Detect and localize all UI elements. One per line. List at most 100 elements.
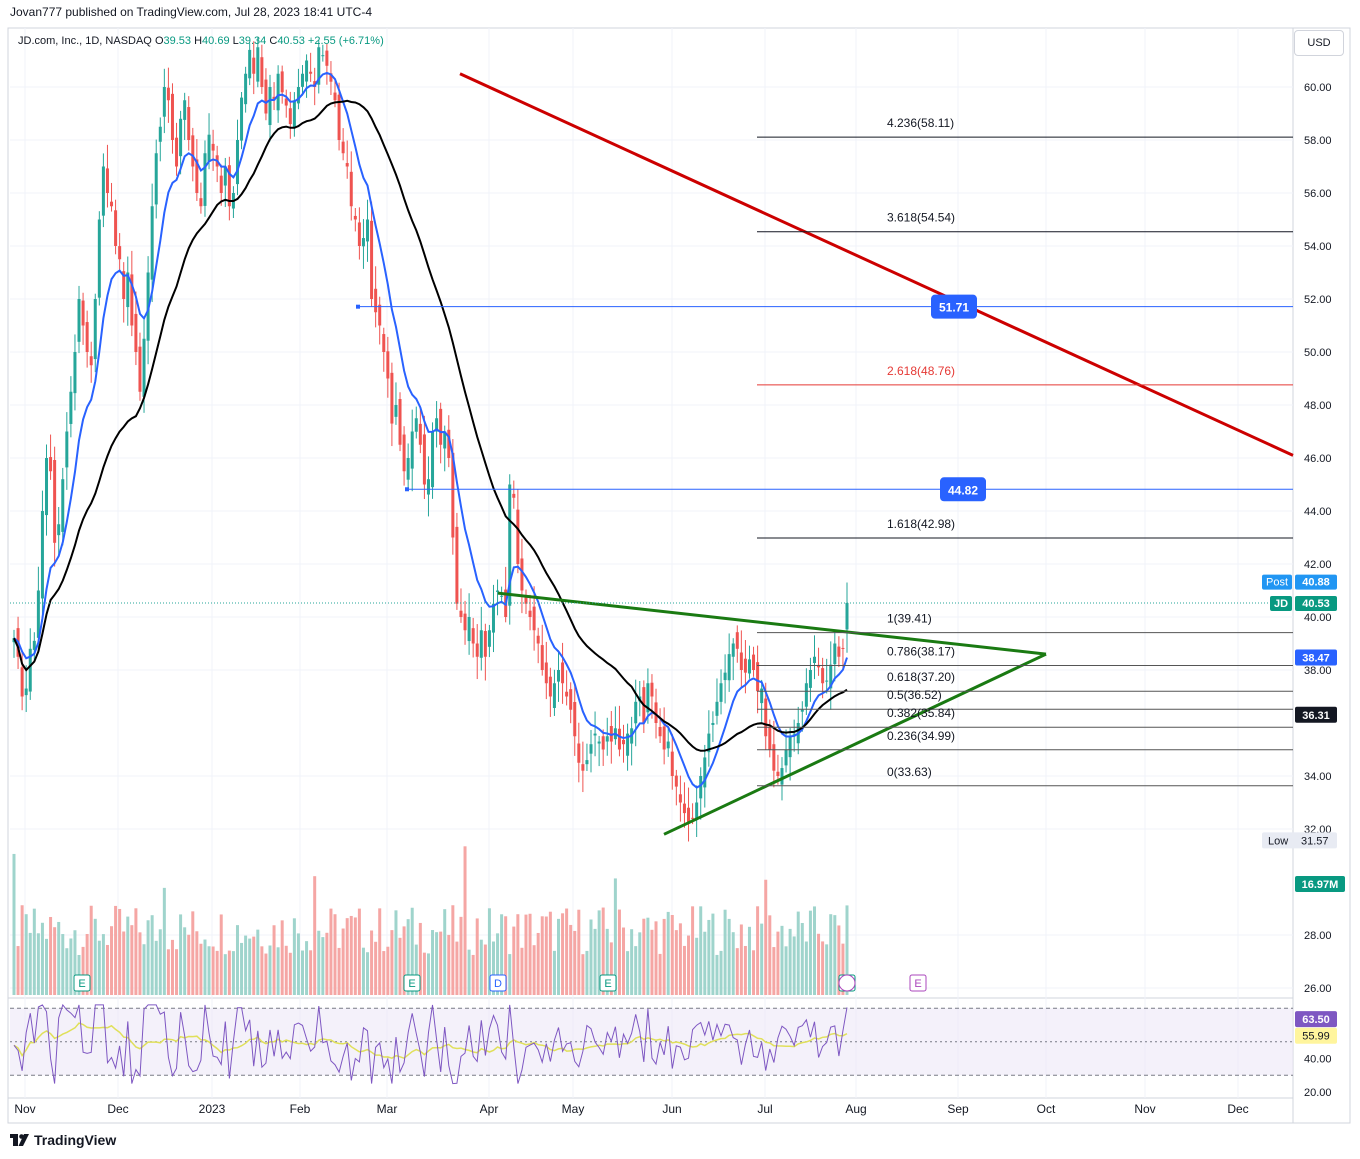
post-badge: [1262, 574, 1292, 590]
candle-body: [126, 272, 130, 308]
candle-body: [845, 602, 849, 630]
volume-bar: [516, 914, 520, 995]
candle-body: [585, 760, 589, 765]
candle-body: [670, 751, 674, 776]
candle-body: [463, 613, 467, 631]
candle-body: [65, 431, 69, 468]
price-tick-label: 58.00: [1304, 135, 1332, 147]
candle-body: [524, 595, 528, 604]
rsi-value-text: 63.50: [1302, 1014, 1330, 1026]
triangle-lower-line: [663, 652, 1047, 836]
candle-body: [211, 143, 215, 151]
time-tick-label: Oct: [1037, 1102, 1056, 1116]
volume-bar: [626, 951, 630, 995]
candle-body: [426, 479, 430, 495]
volume-bar: [93, 918, 97, 995]
event-marker-label: D: [494, 978, 502, 990]
candle-body: [175, 137, 179, 167]
candle-body: [260, 57, 264, 87]
candle-body: [573, 702, 577, 737]
candle-body: [292, 100, 296, 129]
candle-body: [61, 479, 65, 532]
volume-bar: [727, 918, 731, 995]
volume-bar: [61, 934, 65, 995]
candle-body: [288, 108, 292, 125]
currency-button[interactable]: USD: [1294, 30, 1344, 56]
volume-bar: [524, 914, 528, 995]
candle-body: [394, 405, 398, 417]
candle-body: [784, 749, 788, 766]
price-tick-label: 42.00: [1304, 559, 1332, 571]
candle-body: [447, 429, 451, 458]
candle-body: [361, 238, 365, 247]
volume-bar: [162, 887, 166, 995]
open-label: O: [154, 35, 164, 47]
candle-body: [500, 595, 504, 597]
candle-body: [345, 163, 349, 167]
fib-level-label: 1(39.41): [887, 612, 932, 626]
volume-bar: [662, 918, 666, 995]
candle-body: [544, 662, 548, 684]
candle-body: [569, 689, 573, 710]
post-label: Post: [1266, 577, 1288, 589]
volume-bar: [792, 936, 796, 995]
volume-bar: [240, 942, 244, 995]
fib-level-label: 2.618(48.76): [887, 364, 955, 378]
volume-bar: [487, 908, 491, 995]
volume-bar: [264, 953, 268, 995]
high-label: H: [194, 35, 203, 47]
volume-bar: [630, 929, 634, 995]
candle-body: [118, 246, 122, 260]
candle-body: [451, 452, 455, 538]
volume-bar: [796, 911, 800, 995]
low-badge: [1262, 832, 1337, 849]
volume-bar: [16, 946, 20, 995]
ema-price-text: 38.47: [1302, 653, 1330, 665]
volume-bar: [256, 929, 260, 995]
fib-level-label: 0.5(36.52): [887, 688, 942, 702]
candle-body: [256, 47, 260, 82]
volume-bar: [674, 930, 678, 995]
candle-body: [764, 698, 768, 737]
volume-bar: [548, 911, 552, 995]
volume-bar: [114, 905, 118, 995]
volume-bar: [65, 948, 69, 995]
candle-body: [703, 757, 707, 788]
open-value: 39.53: [163, 35, 192, 47]
volume-bar: [752, 950, 756, 995]
candle-body: [49, 457, 53, 472]
candle-body: [77, 299, 81, 342]
candle-body: [760, 688, 764, 704]
candle-body: [715, 701, 719, 716]
low-label: L: [232, 35, 239, 47]
volume-bar: [211, 946, 215, 995]
volume-bar: [666, 911, 670, 995]
candle-body: [439, 408, 443, 445]
volume-bar: [97, 940, 101, 995]
ray-value-text: 51.71: [939, 301, 969, 315]
footer-brand[interactable]: TradingView: [10, 1132, 116, 1148]
event-marker: [403, 974, 421, 992]
candle-body: [101, 166, 105, 216]
candle-body: [475, 643, 479, 657]
volume-bar: [764, 879, 768, 995]
volume-bar: [435, 932, 439, 995]
candle-body: [597, 741, 601, 744]
candle-body: [565, 691, 569, 697]
volume-bar: [565, 908, 569, 995]
jd-label: JD: [1274, 598, 1288, 610]
volume-bar: [784, 946, 788, 995]
volume-bar: [593, 928, 597, 995]
candle-body: [317, 47, 321, 85]
volume-bar: [695, 937, 699, 995]
volume-bar: [317, 930, 321, 995]
candle-body: [353, 215, 357, 220]
candle-body: [650, 682, 654, 697]
candle-body: [321, 55, 325, 57]
volume-bar: [166, 949, 170, 995]
candle-body: [654, 702, 658, 723]
candle-body: [223, 166, 227, 186]
volume-bar: [496, 933, 500, 995]
volume-bar: [268, 945, 272, 995]
